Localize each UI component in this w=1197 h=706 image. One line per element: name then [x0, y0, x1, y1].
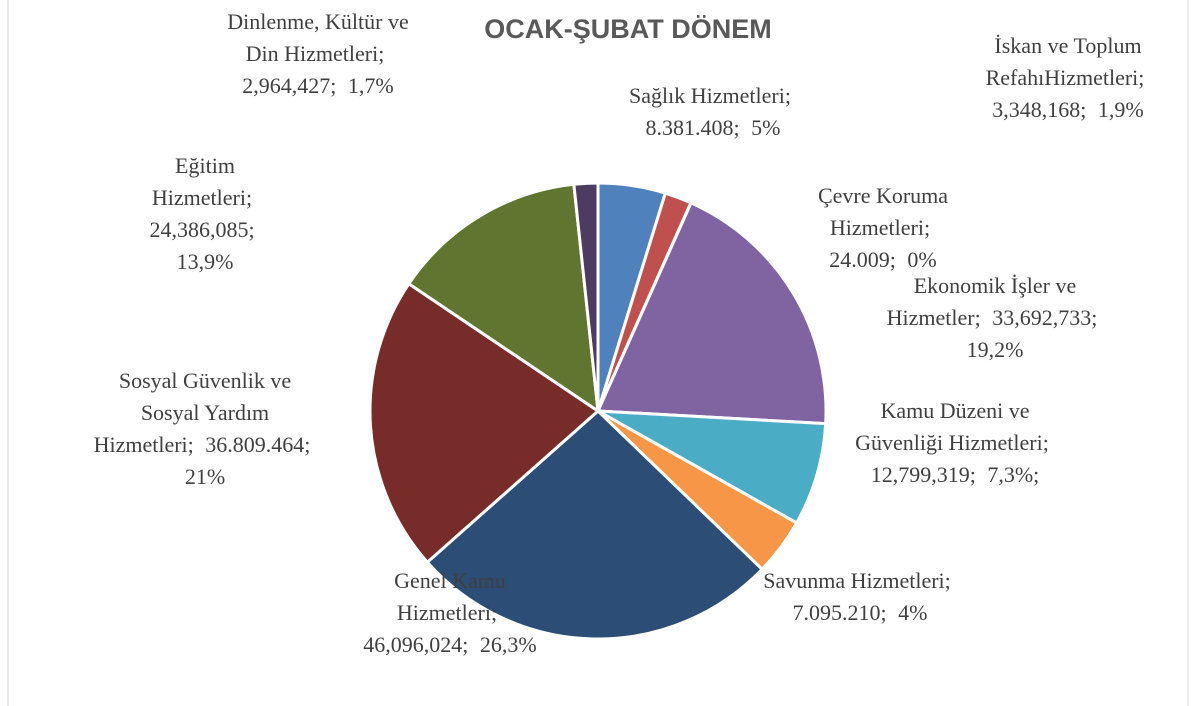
separator: ;	[330, 73, 337, 98]
data-label: Savunma Hizmetleri; 7.095.210; 4%	[760, 565, 960, 629]
separator: ;	[880, 600, 887, 625]
separator: ;	[969, 462, 976, 487]
separator: ;	[889, 247, 896, 272]
pie-slice	[406, 182, 600, 415]
separator: ;	[944, 568, 951, 593]
category-name: Dinlenme, Kültür ve Din Hizmetleri	[227, 9, 409, 66]
pie-slice	[595, 200, 828, 426]
separator: ;	[462, 632, 469, 657]
separator: ;	[187, 432, 194, 457]
percent-label: 1,7%	[347, 73, 394, 98]
data-label: İskan ve Toplum RefahıHizmetleri; 3,348,…	[958, 30, 1178, 126]
data-label: Dinlenme, Kültür ve Din Hizmetleri; 2,96…	[218, 6, 418, 102]
value-label: 33,692,733	[992, 305, 1092, 330]
data-label: Çevre Koruma Hizmetleri; 24.009; 0%	[798, 180, 968, 276]
value-label: 7.095.210	[792, 600, 881, 625]
percent-label: 19,2%	[966, 337, 1024, 362]
pie-slice	[368, 281, 601, 565]
value-label: 3,348,168	[992, 97, 1081, 122]
data-label: Genel Kamu Hizmetleri; 46,096,024; 26,3%	[355, 565, 545, 661]
separator: ;	[733, 115, 740, 140]
value-label: 12,799,319	[870, 462, 970, 487]
percent-label: 4%	[898, 600, 928, 625]
category-name: Ekonomik İşler ve Hizmetler	[886, 273, 1077, 330]
data-label: Sağlık Hizmetleri; 8.381.408; 5%	[583, 80, 843, 144]
data-label: Kamu Düzeni ve Güvenliği Hizmetleri; 12,…	[840, 395, 1070, 491]
pie-slice	[572, 181, 600, 412]
percent-label: 13,9%	[176, 249, 234, 274]
value-label: 2,964,427	[242, 73, 331, 98]
chart-title: OCAK-ŞUBAT DÖNEM	[484, 14, 772, 44]
separator: ;	[1138, 65, 1145, 90]
category-name: Genel Kamu Hizmetleri	[394, 568, 506, 625]
category-name: Sosyal Güvenlik ve Sosyal Yardım Hizmetl…	[93, 368, 292, 457]
category-name: Eğitim Hizmetleri	[151, 153, 246, 210]
separator: ;	[490, 600, 498, 625]
frame	[7, 0, 1189, 706]
percent-label: 7,3%;	[987, 462, 1040, 487]
category-name: Savunma Hizmetleri	[763, 568, 945, 593]
separator: ;	[245, 185, 253, 210]
category-name: İskan ve Toplum RefahıHizmetleri	[985, 33, 1142, 90]
separator: ;	[1080, 97, 1087, 122]
value-label: 8.381.408	[645, 115, 734, 140]
separator: ;	[248, 217, 255, 242]
value-label: 46,096,024	[363, 632, 463, 657]
data-label: Eğitim Hizmetleri; 24,386,085; 13,9%	[130, 150, 280, 278]
pie-slice	[425, 408, 765, 641]
separator: ;	[304, 432, 311, 457]
percent-label: 21%	[184, 464, 226, 489]
value-label: 24,386,085	[149, 217, 249, 242]
separator: ;	[784, 83, 791, 108]
category-name: Kamu Düzeni ve Güvenliği Hizmetleri	[855, 398, 1043, 455]
separator: ;	[1091, 305, 1098, 330]
separator: ;	[1042, 430, 1049, 455]
separator: ;	[974, 305, 981, 330]
percent-label: 0%	[907, 247, 937, 272]
data-label: Sosyal Güvenlik ve Sosyal Yardım Hizmetl…	[90, 365, 320, 493]
separator: ;	[923, 215, 931, 240]
separator: ;	[378, 41, 385, 66]
value-label: 24.009	[829, 247, 890, 272]
percent-label: 5%	[751, 115, 781, 140]
percent-label: 26,3%	[479, 632, 537, 657]
value-label: 36.809.464	[205, 432, 305, 457]
category-name: Çevre Koruma Hizmetleri	[817, 183, 949, 240]
category-name: Sağlık Hizmetleri	[629, 83, 785, 108]
pie-slice	[597, 409, 828, 526]
percent-label: 1,9%	[1097, 97, 1144, 122]
data-label: Ekonomik İşler ve Hizmetler; 33,692,733;…	[880, 270, 1110, 366]
